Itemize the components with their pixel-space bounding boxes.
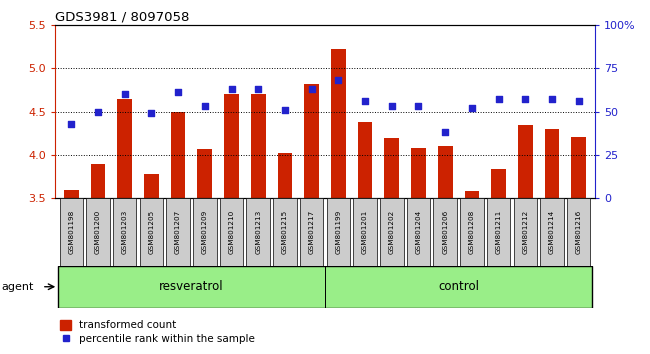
Bar [411,148,426,198]
Point [200,103,210,109]
Bar [540,198,564,266]
Bar [380,198,404,266]
Point [280,107,290,113]
Text: GSM801204: GSM801204 [415,210,421,254]
Bar [545,129,560,198]
Text: GSM801217: GSM801217 [309,210,315,254]
Bar [166,198,190,266]
Point [440,130,450,135]
Text: GSM801212: GSM801212 [523,210,528,254]
Bar [358,122,372,198]
Bar [278,153,292,198]
Text: GSM801214: GSM801214 [549,210,555,254]
Bar [140,198,163,266]
Point [306,86,317,92]
Bar [90,164,105,198]
Text: GSM801198: GSM801198 [68,210,74,254]
Bar [118,98,132,198]
Point [253,86,263,92]
Bar [58,266,325,308]
Point [493,97,504,102]
Bar [354,198,377,266]
Point [413,103,424,109]
Bar [60,198,83,266]
Text: control: control [438,280,479,293]
Text: GDS3981 / 8097058: GDS3981 / 8097058 [55,11,190,24]
Bar [144,174,159,198]
Bar [571,137,586,198]
Bar [113,198,136,266]
Bar [407,198,430,266]
Bar [325,266,592,308]
Point [173,90,183,95]
Bar [171,112,185,198]
Point [360,98,370,104]
Bar [193,198,216,266]
Bar [567,198,590,266]
Bar [434,198,457,266]
Bar [224,94,239,198]
Text: agent: agent [1,282,34,292]
Bar [220,198,243,266]
Bar [86,198,110,266]
Text: GSM801215: GSM801215 [282,210,288,254]
Point [66,121,77,126]
Point [146,110,157,116]
Bar [465,191,479,198]
Point [387,103,397,109]
Point [520,97,530,102]
Text: GSM801216: GSM801216 [576,210,582,254]
Point [547,97,557,102]
Bar [300,198,324,266]
Text: GSM801209: GSM801209 [202,210,208,254]
Legend: transformed count, percentile rank within the sample: transformed count, percentile rank withi… [60,320,255,344]
Text: resveratrol: resveratrol [159,280,224,293]
Text: GSM801207: GSM801207 [175,210,181,254]
Point [93,109,103,114]
Text: GSM801199: GSM801199 [335,210,341,254]
Point [467,105,477,111]
Text: GSM801202: GSM801202 [389,210,395,254]
Point [226,86,237,92]
Point [333,78,344,83]
Text: GSM801213: GSM801213 [255,210,261,254]
Bar [518,125,532,198]
Bar [251,94,266,198]
Point [573,98,584,104]
Bar [384,137,399,198]
Text: GSM801208: GSM801208 [469,210,475,254]
Bar [326,198,350,266]
Text: GSM801206: GSM801206 [442,210,448,254]
Bar [273,198,296,266]
Bar [438,146,452,198]
Point [120,91,130,97]
Text: GSM801210: GSM801210 [229,210,235,254]
Text: GSM801205: GSM801205 [148,210,155,254]
Text: GSM801201: GSM801201 [362,210,368,254]
Bar [304,84,319,198]
Bar [491,169,506,198]
Bar [460,198,484,266]
Text: GSM801203: GSM801203 [122,210,127,254]
Bar [198,149,212,198]
Bar [487,198,510,266]
Bar [514,198,537,266]
Text: GSM801211: GSM801211 [495,210,502,254]
Bar [331,49,346,198]
Bar [64,190,79,198]
Bar [246,198,270,266]
Text: GSM801200: GSM801200 [95,210,101,254]
